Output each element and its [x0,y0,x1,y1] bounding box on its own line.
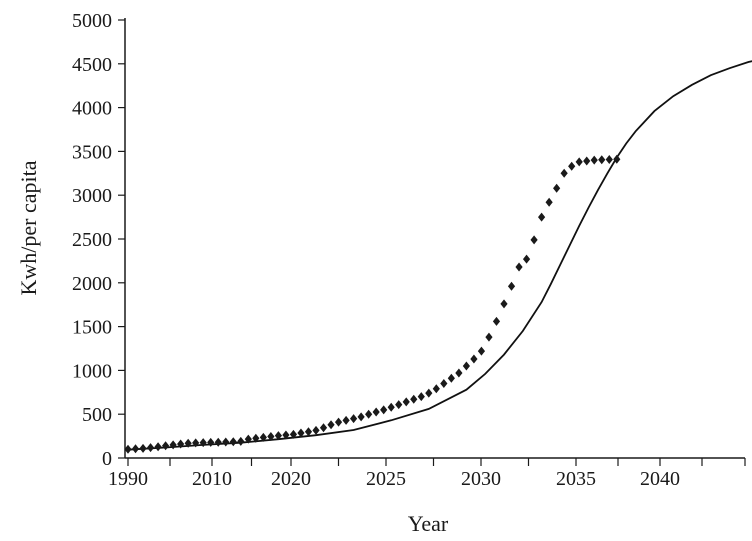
data-point [146,443,155,453]
data-markers [124,154,621,454]
data-point [590,155,598,165]
data-point [507,281,516,291]
data-point [154,442,162,452]
data-point [297,428,305,438]
y-axis-title: Kwh/per capita [16,160,41,295]
data-point [124,444,132,454]
data-point [259,432,267,442]
data-point [530,235,538,245]
data-point [455,368,463,378]
y-tick-label: 500 [82,404,112,426]
data-point [440,379,448,389]
data-point [184,438,192,448]
y-ticks: 0 500 1000 1500 2000 2500 3000 3500 4000 4500 5000 [72,10,125,470]
data-point [162,441,170,451]
data-point [252,433,260,443]
data-point [282,430,290,440]
data-point [462,361,470,371]
y-tick-label: 0 [102,448,112,470]
y-tick-label: 4500 [72,54,112,76]
data-point [538,212,546,222]
data-point [417,392,425,402]
data-point [274,431,282,441]
data-point [522,254,531,264]
data-point [477,346,486,356]
data-point [192,438,200,448]
x-tick-label: 2025 [366,468,406,490]
x-axis-title: Year [408,511,449,536]
data-point [560,168,568,178]
data-point [605,154,613,164]
data-point [365,409,373,419]
data-point [515,262,523,272]
data-point [613,154,621,164]
data-point [568,161,576,171]
data-point [350,414,358,424]
data-point [395,400,403,410]
data-point [342,415,350,425]
data-point [199,438,207,448]
data-point [327,420,335,430]
data-point [598,155,606,165]
data-point [177,439,185,449]
data-point [380,405,388,415]
fit-curve [127,60,752,451]
x-tick-label: 2020 [271,468,311,490]
data-point [334,417,343,427]
y-tick-label: 5000 [72,10,112,32]
data-point [485,332,493,342]
data-point [470,354,478,364]
axes [124,18,745,459]
data-point [372,407,380,417]
data-point [131,444,140,454]
data-point [237,436,245,446]
data-point [207,437,215,447]
data-point [432,384,440,394]
data-point [229,437,237,447]
data-point [289,429,298,439]
data-point [387,402,395,412]
data-point [410,394,418,404]
y-tick-label: 1500 [72,317,112,339]
x-tick-label: 2030 [461,468,501,490]
data-point [545,197,553,207]
data-point [267,432,275,442]
y-tick-label: 3000 [72,185,112,207]
data-point [214,437,222,447]
data-point [357,412,365,422]
y-tick-label: 4000 [72,98,112,120]
data-point [222,437,230,447]
x-tick-label: 1990 [108,468,148,490]
data-point [492,316,501,326]
data-point [169,440,177,450]
y-tick-label: 2500 [72,229,112,251]
data-point [425,388,433,398]
y-tick-label: 3500 [72,141,112,163]
x-tick-label: 2010 [192,468,232,490]
data-point [244,434,252,444]
x-tick-label: 2040 [640,468,680,490]
x-tick-label: 2035 [556,468,596,490]
data-point [402,397,410,407]
x-ticks: 1990 2010 2020 2025 2030 2035 2040 [108,458,746,490]
data-point [553,183,561,193]
data-point [500,299,508,309]
y-tick-label: 2000 [72,273,112,295]
data-point [304,427,313,437]
data-point [575,157,583,167]
data-point [139,443,147,453]
data-point [447,373,455,383]
y-tick-label: 1000 [72,360,112,382]
data-point [312,425,320,435]
data-point [583,156,591,166]
data-point [319,423,328,433]
